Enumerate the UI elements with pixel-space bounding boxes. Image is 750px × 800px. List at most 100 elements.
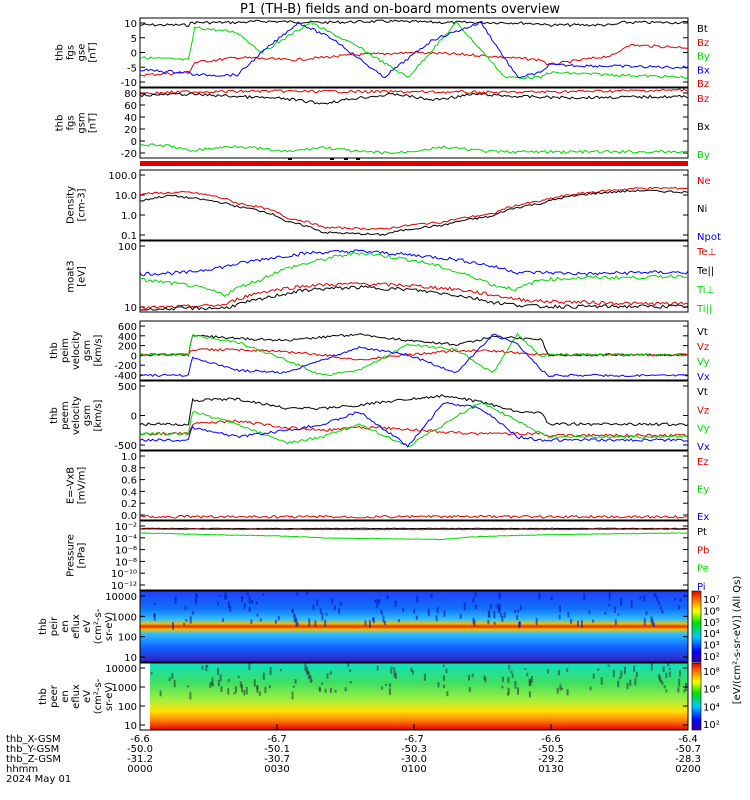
spectrogram-speckle	[217, 601, 219, 606]
series-line	[139, 92, 689, 105]
spectrogram-speckle	[660, 679, 663, 683]
spectrogram-speckle	[183, 622, 186, 626]
spectrogram-speckle	[436, 607, 439, 614]
colorbar-label: [eV/(cm²-s-sr-eV)] (All Qs)	[732, 576, 743, 705]
y-tick-label: 80	[124, 89, 137, 100]
spectrogram-speckle	[380, 609, 383, 613]
panel-3: 100.0 10.0 1.0 0.1 Density [cm-3] Ne Ni Npot	[66, 169, 721, 243]
y-tick-label: 40	[124, 113, 137, 124]
series-line	[139, 143, 689, 155]
spectrogram-speckle	[459, 613, 462, 619]
spectrogram-speckle	[550, 596, 553, 601]
y-axis-label-line: velocity	[71, 331, 82, 370]
spectrogram-speckle	[295, 619, 298, 627]
spectrogram-speckle	[402, 607, 405, 612]
spectrogram-speckle	[580, 620, 583, 628]
series-line	[139, 281, 689, 310]
y-tick-label: 10	[124, 721, 137, 732]
spectrogram-speckle	[561, 687, 563, 690]
spectrogram-speckle	[484, 677, 487, 683]
spectrogram-speckle	[321, 682, 324, 685]
spectrogram-speckle	[296, 622, 299, 626]
y-tick-label: 500	[118, 382, 137, 393]
legend-entry: Vy	[697, 424, 710, 435]
spectrogram-speckle	[390, 666, 393, 674]
spectrogram-speckle	[413, 608, 416, 614]
y-tick-label: -200	[114, 361, 137, 372]
y-axis-label-line: en	[60, 620, 71, 633]
quality-flag-mark	[288, 158, 292, 160]
spectrogram-speckle	[530, 676, 533, 683]
y-axis-label-line: thb	[49, 407, 60, 424]
spectrogram-speckle	[331, 598, 334, 604]
x-tick-label: -50.7	[675, 744, 701, 755]
quality-flag-mark	[330, 158, 334, 160]
y-tick-label: -10	[121, 78, 137, 89]
y-axis-label-line: [km/s]	[93, 399, 104, 431]
spectrogram-speckle	[392, 667, 395, 670]
spectrogram-speckle	[269, 667, 272, 676]
y-tick-label: 10000	[105, 664, 137, 675]
spectrogram-speckle	[473, 620, 476, 626]
y-axis-label-line: moat3	[66, 260, 77, 292]
spectrogram-speckle	[498, 592, 501, 599]
x-axis-row-label: thb_Y-GSM	[6, 744, 59, 755]
y-axis-label-line: gsm	[77, 112, 88, 133]
spectrogram-speckle	[663, 685, 666, 689]
spectrogram-speckle	[501, 615, 504, 622]
spectrogram-speckle	[471, 673, 474, 678]
x-tick-label: -6.6	[541, 734, 561, 745]
spectrogram-speckle	[241, 596, 243, 603]
spectrogram-speckle	[394, 600, 397, 607]
y-axis-label-line: thb	[38, 688, 49, 705]
y-axis-label: thb fgs gse [nT]	[55, 42, 99, 62]
spectrogram-speckle	[201, 665, 204, 670]
spectrogram-speckle	[678, 670, 681, 677]
spectrogram-speckle	[656, 596, 659, 601]
y-axis-label-line: peim	[60, 338, 71, 363]
series-line	[139, 402, 689, 447]
y-tick-label: 10	[124, 653, 137, 664]
spectrogram-speckle	[338, 608, 341, 615]
spectrogram-speckle	[577, 620, 579, 627]
spectrogram-speckle	[538, 592, 541, 600]
y-axis-label: thb peem velocity gsm [km/s]	[49, 396, 104, 435]
y-axis-label: E=-VxB [mV/m]	[66, 467, 88, 505]
panel-frame	[139, 240, 689, 313]
spectrogram-speckle	[475, 604, 478, 610]
series-line	[139, 285, 689, 311]
y-axis-label: thb peer en eflux eV (cm²-s-sr-eV)	[38, 678, 115, 714]
y-tick-label: 100	[118, 242, 137, 253]
spectrogram-speckle	[262, 593, 265, 596]
spectrogram-speckle	[618, 676, 621, 680]
spectrogram-speckle	[209, 682, 212, 688]
legend-entry: Vz	[697, 342, 709, 353]
spectrogram-speckle	[667, 663, 670, 667]
legend-entry: Ti⊥	[696, 285, 714, 296]
x-axis-row-label: 2024 May 01	[6, 774, 71, 785]
spectrogram-speckle	[657, 600, 660, 606]
spectrogram-speckle	[227, 688, 230, 695]
panel-frame	[139, 520, 689, 591]
y-axis-label-line: eflux	[71, 614, 82, 639]
spectrogram-speckle	[620, 598, 623, 606]
y-tick-label: 0	[131, 49, 137, 60]
spectrogram-speckle	[251, 600, 254, 604]
spectrogram-speckle	[330, 687, 332, 693]
spectrogram-speckle	[153, 602, 156, 605]
spectrogram-speckle	[205, 664, 208, 672]
spectrogram-speckle	[173, 679, 176, 688]
spectrogram-speckle	[174, 596, 177, 604]
spectrogram-speckle	[557, 670, 560, 676]
spectrogram-speckle	[378, 599, 381, 604]
spectrogram-speckle	[241, 684, 243, 693]
spectrogram-speckle	[529, 679, 531, 683]
spectrogram-speckle	[489, 604, 492, 610]
spectrogram-speckle	[442, 675, 445, 681]
x-tick-label: -50.0	[127, 744, 153, 755]
spectrogram-speckle	[510, 670, 513, 674]
spectrogram-speckle	[305, 670, 308, 673]
spectrogram-speckle	[614, 619, 617, 625]
spectrogram-speckle	[526, 672, 529, 677]
colorbar-tick-label: 10⁸	[703, 667, 720, 678]
